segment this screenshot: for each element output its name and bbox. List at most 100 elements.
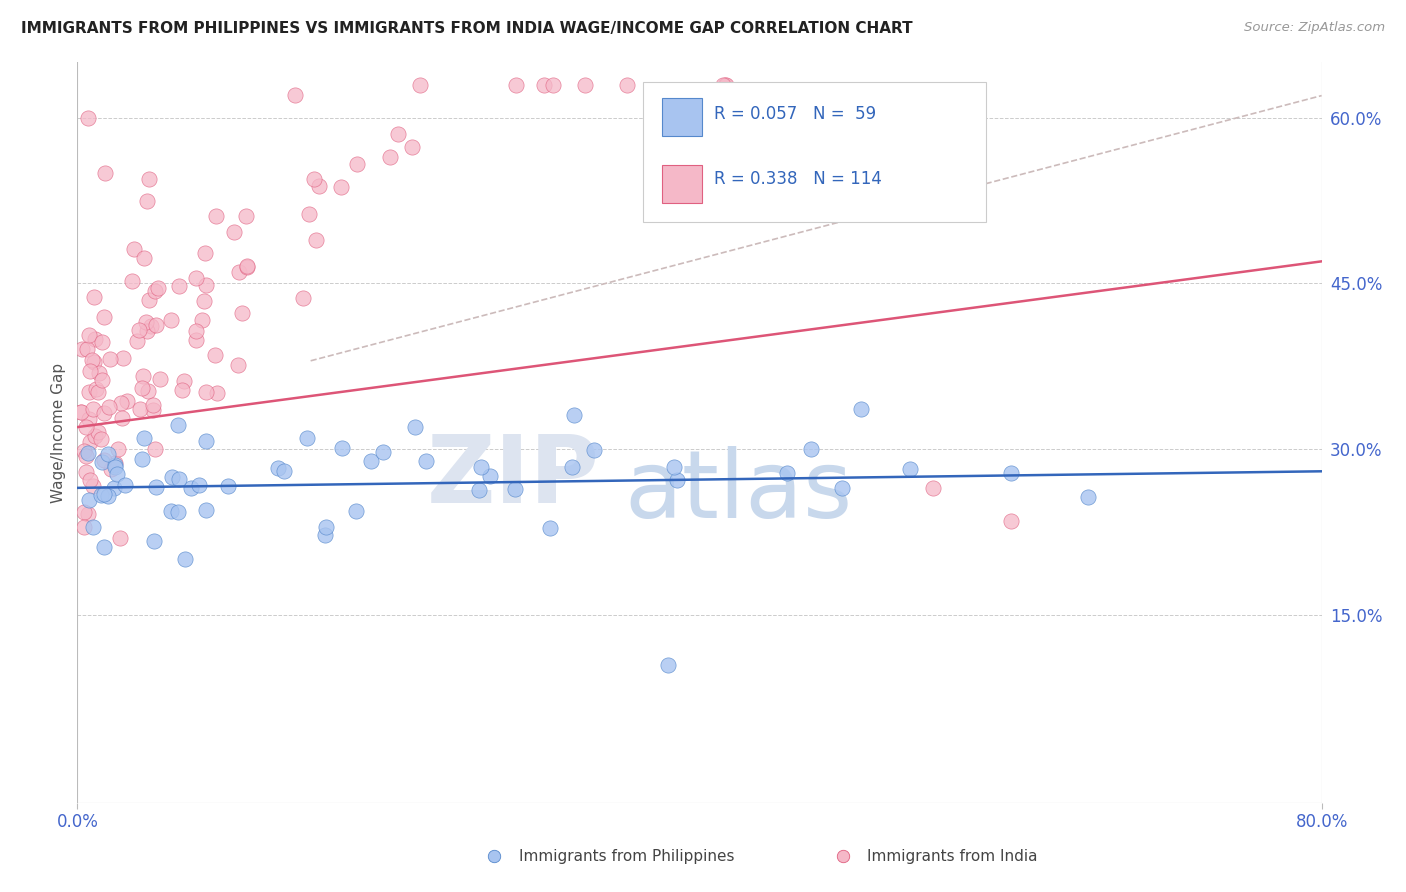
Point: [800, 442, 823, 457]
Point: [90, 334, 112, 349]
Point: [711, 78, 734, 92]
Point: [110, 396, 132, 410]
Point: [87, 384, 110, 399]
Point: [94, 166, 117, 180]
Point: [204, 348, 226, 362]
Point: [132, 431, 155, 445]
Point: [128, 324, 150, 338]
Point: [104, 459, 127, 474]
Point: [468, 483, 491, 497]
Text: R = 0.057   N =  59: R = 0.057 N = 59: [714, 104, 876, 122]
Point: [298, 207, 321, 221]
Point: [186, 271, 208, 285]
Point: [73, 519, 96, 533]
Point: [562, 408, 585, 422]
Point: [378, 150, 401, 164]
Point: [75, 449, 97, 463]
Point: [86, 383, 108, 397]
Point: [138, 293, 160, 307]
Point: [776, 466, 799, 480]
Point: [146, 281, 169, 295]
Y-axis label: Wage/Income Gap: Wage/Income Gap: [51, 362, 66, 503]
Point: [132, 251, 155, 265]
Point: [292, 291, 315, 305]
Point: [714, 78, 737, 92]
Point: [93, 487, 115, 501]
Point: [77, 384, 100, 399]
Text: Immigrants from India: Immigrants from India: [868, 848, 1038, 863]
Point: [105, 467, 128, 481]
Point: [107, 442, 129, 456]
Point: [127, 334, 149, 349]
Point: [75, 465, 97, 479]
Point: [505, 78, 527, 92]
Point: [104, 457, 127, 471]
Point: [538, 521, 561, 535]
Point: [77, 111, 100, 125]
Point: [284, 87, 307, 102]
Point: [1077, 491, 1099, 505]
Point: [83, 290, 105, 304]
Point: [582, 442, 605, 457]
Point: [921, 481, 943, 495]
Point: [79, 473, 101, 487]
Point: [103, 482, 125, 496]
Point: [100, 462, 122, 476]
Text: IMMIGRANTS FROM PHILIPPINES VS IMMIGRANTS FROM INDIA WAGE/INCOME GAP CORRELATION: IMMIGRANTS FROM PHILIPPINES VS IMMIGRANT…: [21, 21, 912, 37]
Point: [205, 386, 228, 401]
Point: [308, 179, 330, 194]
Point: [143, 442, 166, 456]
Point: [77, 446, 100, 460]
Point: [174, 552, 197, 566]
Point: [97, 447, 120, 461]
Point: [236, 260, 259, 274]
Point: [135, 315, 157, 329]
Text: Source: ZipAtlas.com: Source: ZipAtlas.com: [1244, 21, 1385, 35]
Point: [371, 444, 394, 458]
Point: [84, 429, 107, 443]
Point: [77, 328, 100, 343]
Point: [82, 353, 104, 368]
Point: [503, 483, 526, 497]
Point: [404, 420, 426, 434]
Point: [145, 318, 167, 332]
Point: [82, 520, 104, 534]
Point: [666, 473, 689, 487]
Point: [79, 363, 101, 377]
Point: [228, 265, 250, 279]
Point: [114, 478, 136, 492]
Point: [97, 489, 120, 503]
Point: [330, 441, 353, 455]
Point: [129, 401, 152, 416]
Point: [191, 313, 214, 327]
Point: [72, 342, 94, 356]
Point: [84, 333, 107, 347]
Point: [267, 461, 290, 475]
Point: [83, 355, 105, 369]
Point: [195, 384, 218, 399]
Point: [304, 172, 326, 186]
Point: [145, 480, 167, 494]
Point: [222, 225, 245, 239]
Point: [1000, 514, 1022, 528]
Point: [142, 534, 165, 549]
Text: ZIP: ZIP: [427, 431, 600, 523]
Point: [77, 492, 100, 507]
Text: Immigrants from Philippines: Immigrants from Philippines: [519, 848, 734, 863]
Point: [849, 401, 872, 416]
Point: [470, 460, 492, 475]
Point: [138, 172, 160, 186]
Point: [82, 402, 104, 417]
Point: [273, 464, 295, 478]
Point: [160, 503, 183, 517]
Point: [560, 459, 582, 474]
Point: [112, 351, 135, 366]
Point: [82, 479, 104, 493]
Point: [344, 504, 367, 518]
Point: [93, 541, 115, 555]
Point: [143, 285, 166, 299]
Point: [75, 420, 97, 434]
Point: [1000, 467, 1022, 481]
Point: [93, 310, 115, 324]
Point: [115, 394, 138, 409]
